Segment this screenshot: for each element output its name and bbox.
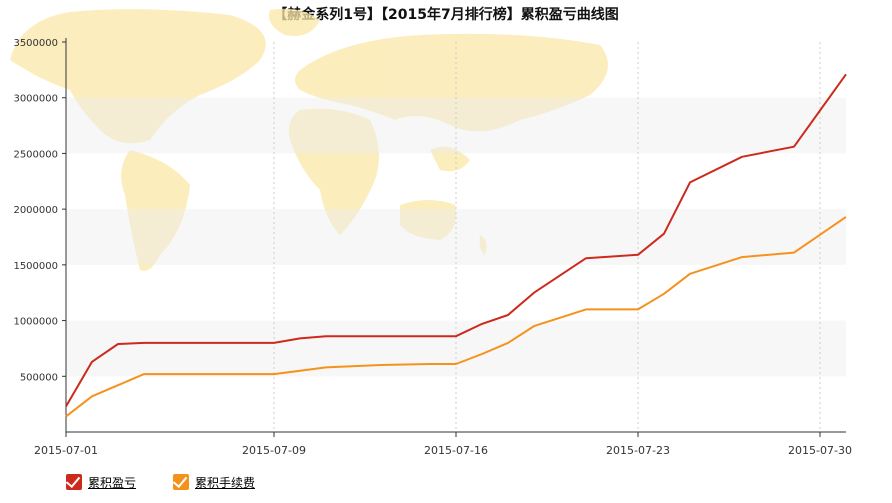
x-tick-label: 2015-07-09 xyxy=(242,444,306,457)
world-map-watermark xyxy=(10,8,608,271)
y-tick-label: 3000000 xyxy=(13,94,58,105)
legend-label-pnl[interactable]: 累积盈亏 xyxy=(88,475,137,490)
series-line-cumulative-fees xyxy=(65,216,847,418)
legend-item-cumulative-fees[interactable]: 累积手续费 xyxy=(172,472,256,492)
check-icon xyxy=(65,472,81,489)
y-tick-label: 2500000 xyxy=(13,149,58,160)
y-tick-label: 3500000 xyxy=(13,38,58,49)
x-axis-ticks: 2015-07-01 2015-07-09 2015-07-16 2015-07-23… xyxy=(34,432,852,457)
x-tick-label: 2015-07-23 xyxy=(606,444,670,457)
chart-title: 【赫金系列1号】【2015年7月排行榜】累积盈亏曲线图 xyxy=(273,7,619,23)
legend-label-fees[interactable]: 累积手续费 xyxy=(195,475,256,490)
legend-item-cumulative-pnl[interactable]: 累积盈亏 xyxy=(65,472,137,492)
x-tick-label: 2015-07-30 xyxy=(788,444,852,457)
y-tick-label: 1000000 xyxy=(13,317,58,328)
series-line-cumulative-pnl xyxy=(65,73,847,407)
x-tick-label: 2015-07-01 xyxy=(34,444,98,457)
series-layer xyxy=(65,73,847,418)
legend-checkbox-pnl[interactable] xyxy=(65,472,82,490)
y-tick-label: 2000000 xyxy=(13,205,58,216)
y-axis-ticks: 500000 1000000 1500000 2000000 2500000 300000… xyxy=(13,38,66,383)
y-tick-label: 1500000 xyxy=(13,261,58,272)
legend-checkbox-fees[interactable] xyxy=(172,472,189,490)
x-tick-label: 2015-07-16 xyxy=(424,444,488,457)
background-band xyxy=(66,97,846,154)
check-icon xyxy=(172,472,188,489)
y-tick-label: 500000 xyxy=(20,372,58,383)
